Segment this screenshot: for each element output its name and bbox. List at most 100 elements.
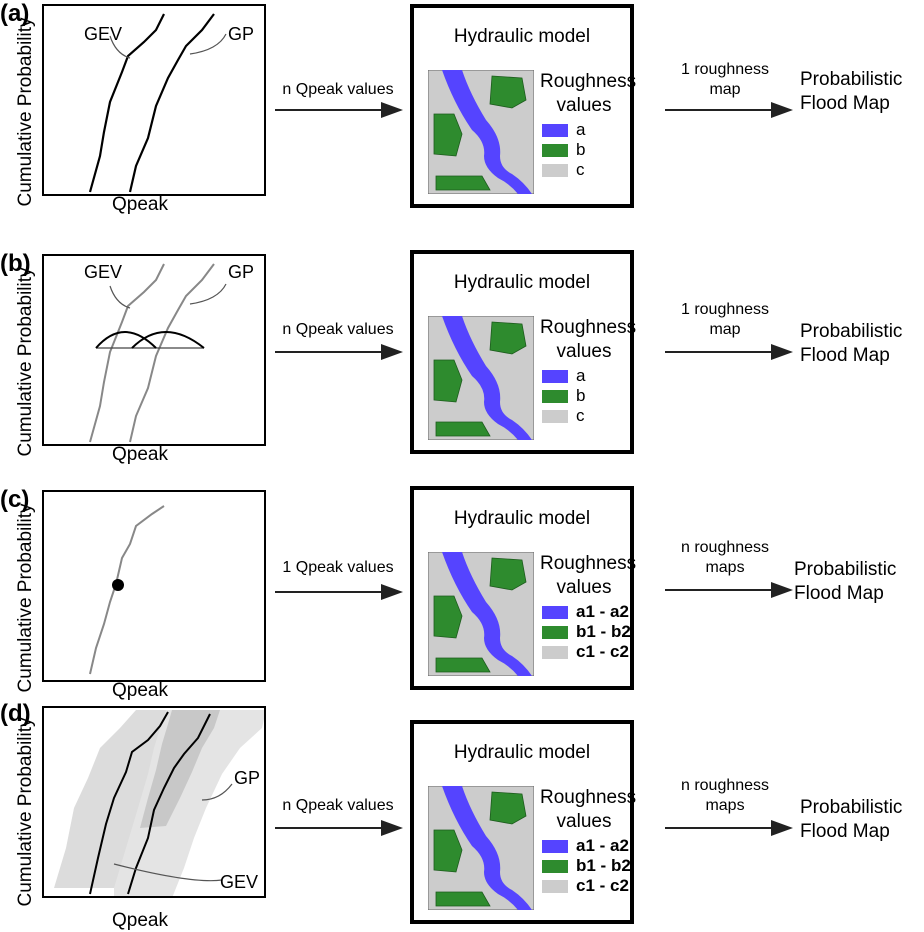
- panel-tag: (d): [0, 700, 31, 727]
- panel-tag: (b): [0, 250, 31, 277]
- legend-swatch: [542, 144, 568, 157]
- gp-curve: [127, 713, 211, 895]
- output-arrow-label-line: maps: [705, 559, 745, 576]
- vegetation-patch: [435, 175, 491, 191]
- output-label-line: Probabilistic: [800, 797, 903, 818]
- y-axis-label: Cumulative Probability: [15, 503, 36, 693]
- hydraulic-model-box: Hydraulic model Roughness values a1 - a2…: [410, 486, 637, 690]
- curve-label-gev: GEV: [84, 262, 123, 282]
- input-arrow-label: n Qpeak values: [270, 796, 406, 816]
- hydraulic-model-box: Hydraulic model Roughness values a b c: [410, 250, 636, 454]
- legend-text: a1 - a2: [576, 602, 629, 621]
- output-arrow: [665, 582, 793, 598]
- gev-curve: [89, 711, 169, 895]
- gp-leader-line: [201, 783, 233, 801]
- legend-swatch: [542, 646, 568, 659]
- x-axis-label: Qpeak: [112, 194, 168, 215]
- model-title: Hydraulic model: [453, 26, 591, 47]
- legend-swatch: [542, 370, 568, 383]
- model-title: Hydraulic model: [453, 272, 591, 293]
- output-arrow-label: 1 roughness map: [660, 300, 790, 340]
- y-axis-label: Cumulative Probability: [15, 17, 36, 207]
- output-label: Probabilistic Flood Map: [800, 796, 902, 844]
- vegetation-patch: [433, 113, 463, 157]
- vegetation-patch: [435, 657, 491, 673]
- roughness-title: Roughness values: [540, 70, 637, 118]
- output-label: Probabilistic Flood Map: [794, 558, 896, 606]
- roughness-title-line: Roughness: [540, 71, 637, 92]
- input-arrow: [275, 344, 403, 360]
- x-axis-label: Qpeak: [112, 444, 168, 465]
- roughness-title-line: values: [556, 577, 612, 598]
- legend-swatch: [542, 124, 568, 137]
- cdf-plot: GP GEV: [42, 706, 266, 898]
- output-label-line: Flood Map: [800, 345, 890, 366]
- input-arrow: [275, 820, 403, 836]
- roughness-title: Roughness values: [540, 786, 637, 834]
- output-label-line: Probabilistic: [800, 321, 903, 342]
- legend-swatch: [542, 164, 568, 177]
- legend-swatch: [542, 626, 568, 639]
- gp-confidence-band: [114, 710, 264, 896]
- output-label-line: Probabilistic: [800, 69, 903, 90]
- input-arrow-label: n Qpeak values: [270, 80, 406, 100]
- legend-swatch: [542, 880, 568, 893]
- legend-text: b: [576, 140, 586, 159]
- legend-text: b: [576, 386, 586, 405]
- panel-d: (d) Cumulative Probability GP GEV Qpeak …: [0, 700, 924, 931]
- model-title: Hydraulic model: [453, 508, 591, 529]
- single-cdf-curve: [89, 505, 165, 675]
- output-arrow-label-line: map: [709, 81, 741, 98]
- river-shape: [442, 552, 532, 676]
- roughness-title: Roughness values: [540, 316, 636, 364]
- output-arrow-label-line: 1 roughness: [680, 301, 770, 318]
- gev-leader-line: [109, 285, 131, 309]
- output-label-line: Flood Map: [800, 821, 890, 842]
- vegetation-patch: [433, 359, 463, 403]
- legend-swatch: [542, 390, 568, 403]
- distribution-bump-1: [95, 331, 157, 349]
- gev-leader-line: [113, 863, 223, 882]
- cdf-plot: GEV GP: [42, 4, 266, 196]
- input-arrow-label-line: 1 Qpeak values: [282, 559, 394, 576]
- river-shape: [442, 786, 532, 910]
- roughness-title-line: Roughness: [540, 787, 637, 808]
- input-arrow: [275, 584, 403, 600]
- panel-tag: (c): [0, 486, 30, 513]
- output-arrow-label-line: map: [709, 321, 741, 338]
- output-arrow-label: 1 roughness map: [660, 60, 790, 100]
- legend-text: a: [576, 366, 586, 385]
- output-arrow-label-line: 1 roughness: [680, 61, 770, 78]
- output-arrow: [665, 102, 793, 118]
- vegetation-patch: [433, 595, 463, 639]
- panel-c: (c) Cumulative Probability Qpeak 1 Qpeak…: [0, 486, 924, 716]
- curve-label-gev: GEV: [84, 24, 123, 44]
- legend-text: b1 - b2: [576, 856, 631, 875]
- gp-leader-line: [189, 283, 227, 305]
- hydraulic-model-box: Hydraulic model Roughness values a1 - a2…: [410, 720, 637, 924]
- legend-swatch: [542, 840, 568, 853]
- roughness-title: Roughness values: [540, 552, 637, 600]
- roughness-map: [428, 70, 534, 194]
- cdf-plot-svg: [54, 710, 264, 896]
- output-label: Probabilistic Flood Map: [800, 320, 902, 368]
- cdf-plot-svg: [89, 263, 227, 443]
- roughness-title-line: values: [556, 811, 612, 832]
- gp-curve: [128, 13, 215, 193]
- output-arrow-label-line: n roughness: [680, 777, 770, 794]
- vegetation-patch: [489, 557, 527, 591]
- vegetation-patch: [489, 791, 527, 825]
- curve-label-gp: GP: [228, 262, 255, 282]
- cdf-plot: [42, 490, 266, 682]
- output-arrow-label: n roughness maps: [660, 538, 790, 578]
- gev-curve: [88, 13, 165, 193]
- output-arrow-label-line: n roughness: [680, 539, 770, 556]
- legend-text: a: [576, 120, 586, 139]
- roughness-title-line: Roughness: [540, 553, 637, 574]
- gev-confidence-band: [54, 710, 182, 888]
- legend-swatch: [542, 860, 568, 873]
- vegetation-patch: [435, 891, 491, 907]
- vegetation-patch: [489, 75, 527, 109]
- input-arrow-label-line: n Qpeak values: [282, 797, 394, 814]
- output-arrow-label-line: maps: [705, 797, 745, 814]
